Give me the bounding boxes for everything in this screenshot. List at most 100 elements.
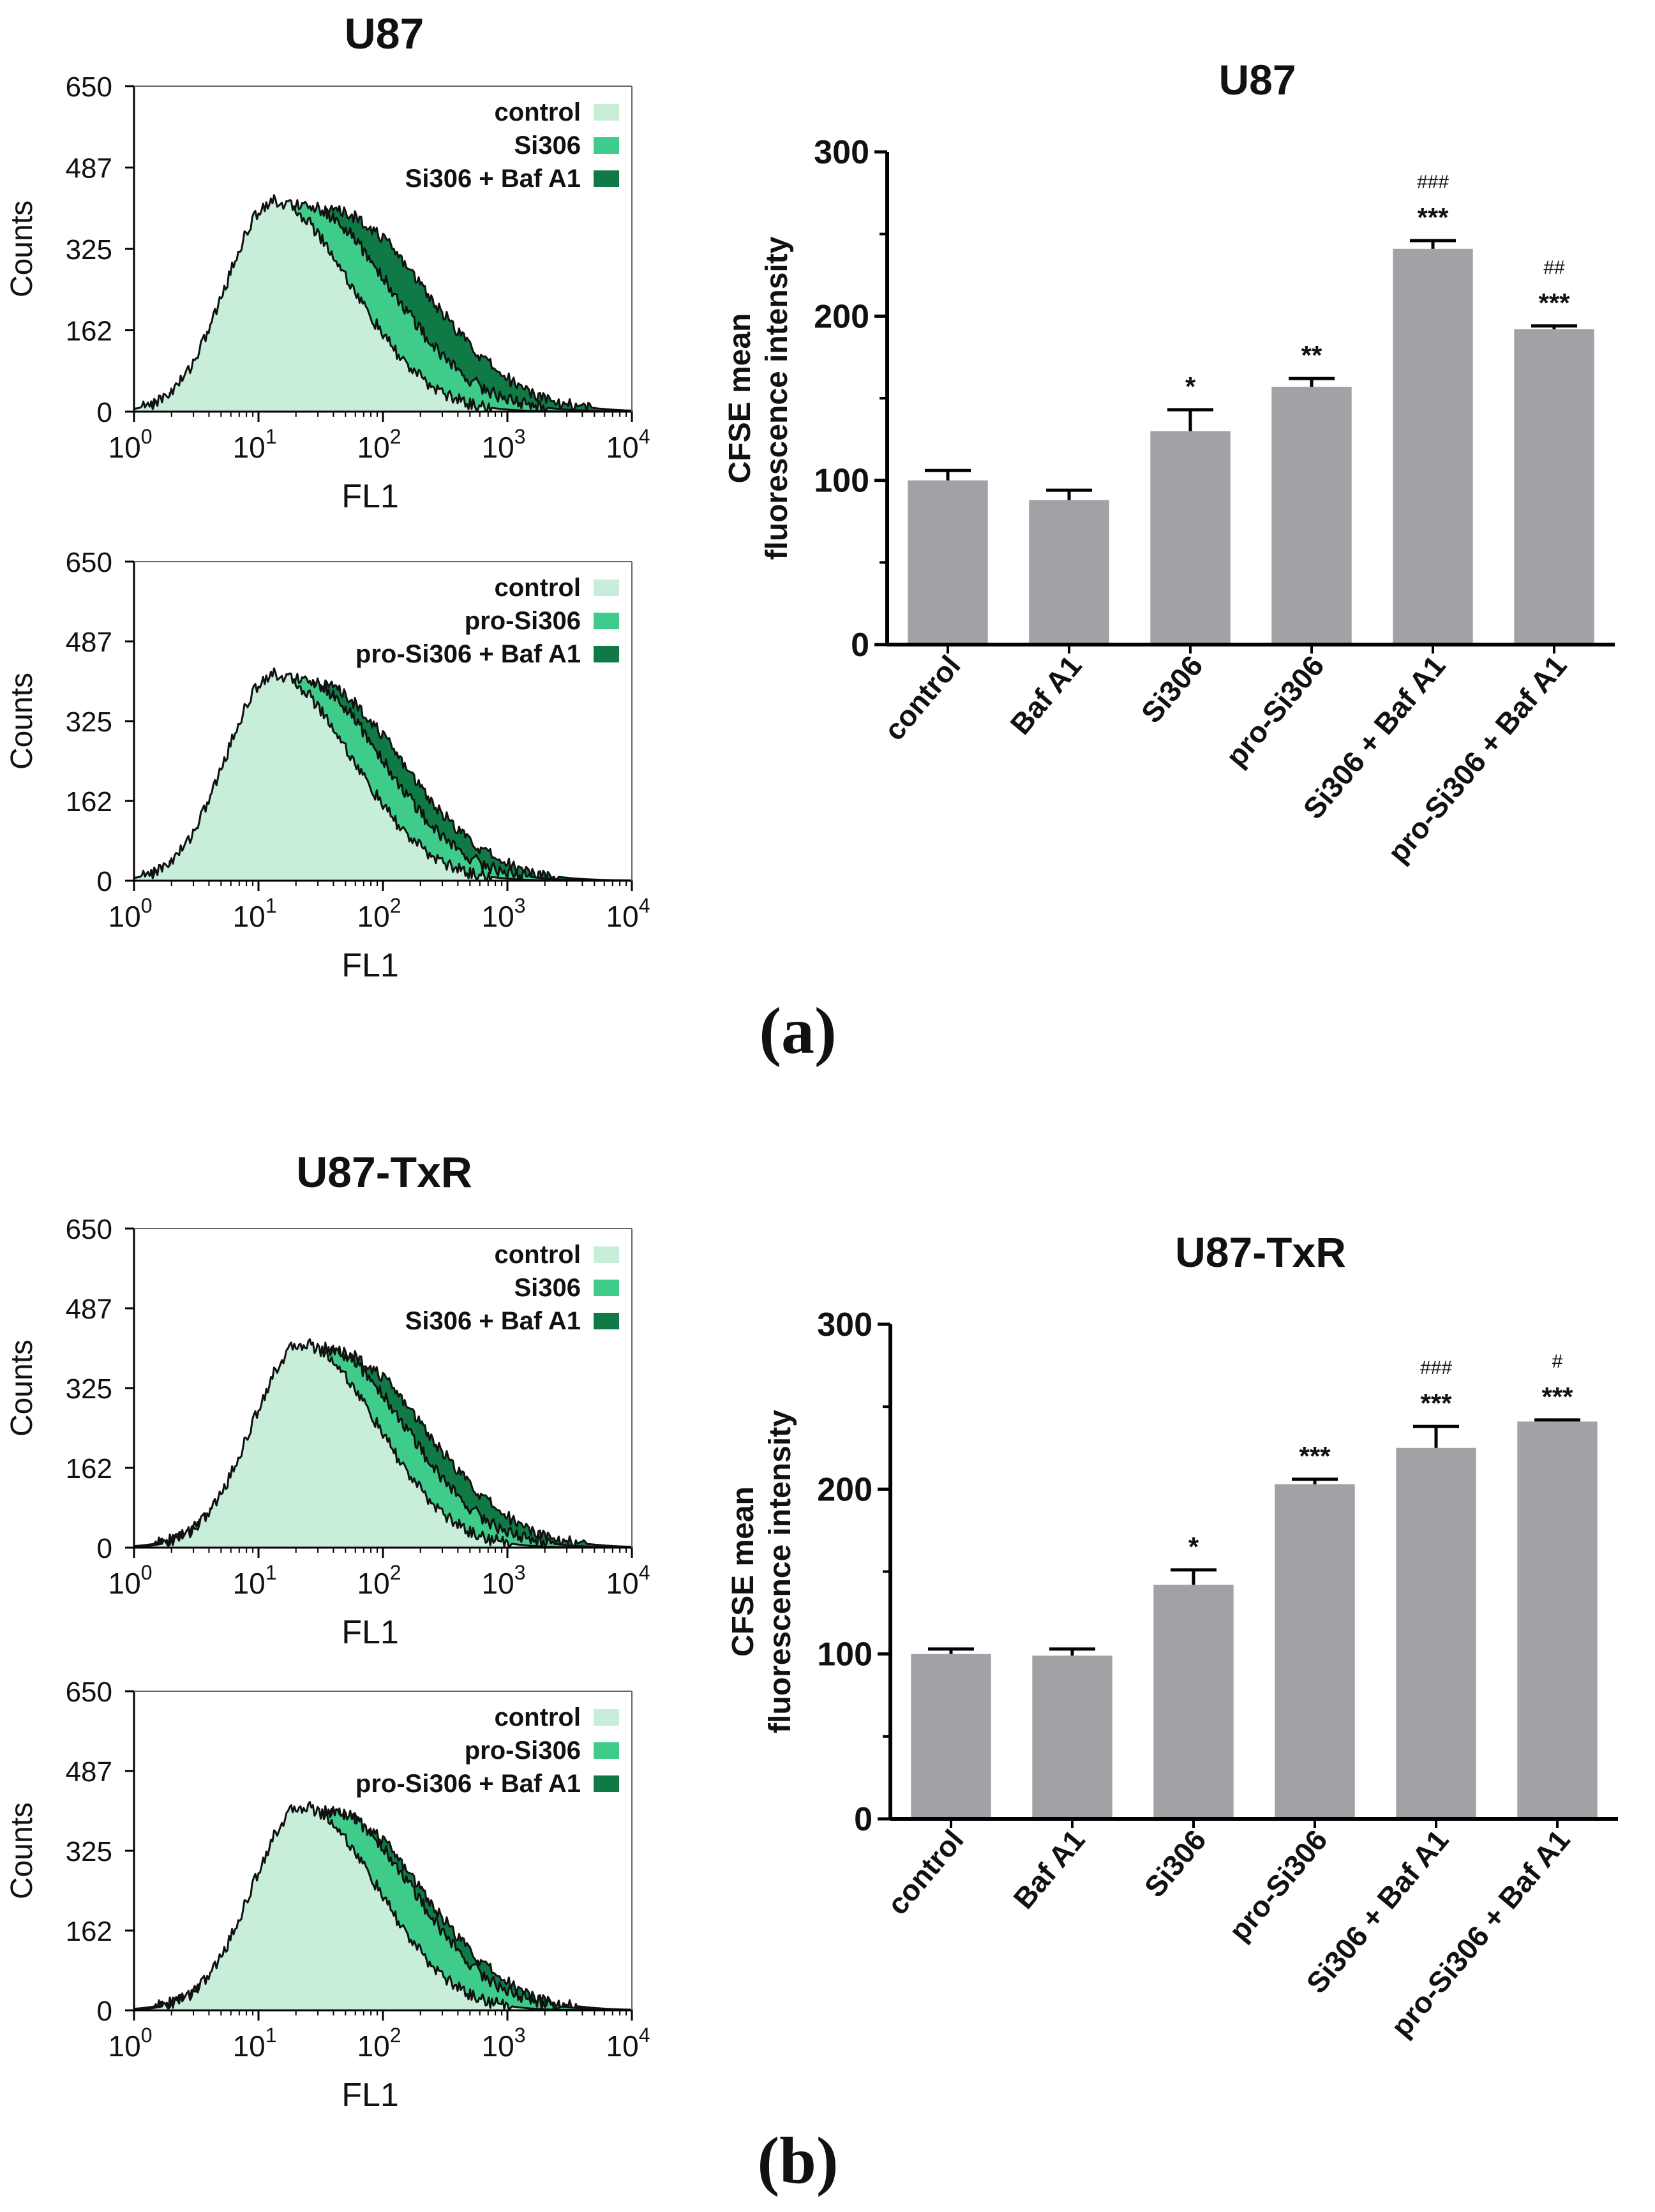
y-tick-label: 0 [97, 397, 112, 428]
x-axis-label: FL1 [341, 1614, 399, 1651]
panel-b: U87-TxR 0 162 325 487 650 100 101 102 103 104 FL1 C… [5, 1148, 1618, 2197]
significance-hash: # [1552, 1351, 1563, 1372]
legend-swatch [594, 104, 619, 121]
y-tick-label: 300 [814, 134, 869, 171]
y-tick-label: 650 [66, 1214, 112, 1245]
legend-swatch [594, 137, 619, 154]
bar [1150, 431, 1231, 645]
panel-label-b: (b) [757, 2124, 838, 2197]
y-tick-label: 325 [66, 1836, 112, 1867]
x-tick-label: 104 [606, 2024, 650, 2063]
y-tick-label: 325 [66, 706, 112, 738]
histogram-title-b: U87-TxR [296, 1148, 472, 1197]
y-axis-label: Counts [5, 1802, 39, 1899]
bar [1029, 500, 1109, 645]
y-tick-label: 100 [814, 463, 869, 500]
y-axis-label: fluorescence intensity [760, 236, 794, 560]
significance-star: * [1185, 371, 1196, 401]
y-tick-label: 650 [66, 1677, 112, 1708]
legend-swatch [594, 1775, 619, 1792]
legend-swatch [594, 579, 619, 596]
significance-star: ** [1301, 340, 1322, 370]
bar [1393, 248, 1473, 645]
y-tick-label: 325 [66, 234, 112, 265]
x-tick-label: 101 [233, 425, 277, 464]
x-tick-label: 103 [482, 425, 526, 464]
significance-star: *** [1541, 1382, 1573, 1412]
significance-hash: ### [1417, 172, 1449, 193]
legend-label: control [494, 98, 581, 126]
y-tick-label: 325 [66, 1373, 112, 1405]
x-tick-label: 101 [233, 894, 277, 933]
significance-star: *** [1538, 288, 1570, 318]
x-tick-label: 102 [357, 1561, 401, 1600]
legend-label: control [494, 1241, 581, 1269]
bar [908, 480, 988, 645]
x-tick-label: 104 [606, 1561, 650, 1600]
y-axis-label: Counts [5, 1340, 39, 1437]
legend-label: pro-Si306 [465, 607, 581, 635]
y-tick-label: 162 [66, 786, 112, 818]
y-tick-label: 100 [817, 1636, 872, 1673]
legend-label: Si306 [514, 1274, 581, 1302]
bar [1153, 1585, 1234, 1819]
bar [1032, 1655, 1112, 1819]
x-tick-label: 103 [482, 894, 526, 933]
legend-swatch [594, 170, 619, 187]
x-axis-label: FL1 [341, 947, 399, 984]
y-tick-label: 162 [66, 1916, 112, 1947]
x-tick-label: 101 [233, 1561, 277, 1600]
significance-star: *** [1417, 202, 1449, 232]
y-tick-label: 487 [66, 627, 112, 658]
x-tick-label: 100 [109, 2024, 153, 2063]
y-tick-label: 0 [851, 627, 869, 664]
y-tick-label: 0 [97, 1996, 112, 2027]
legend-swatch [594, 1709, 619, 1726]
y-tick-label: 300 [817, 1306, 872, 1343]
x-tick-label: 103 [482, 2024, 526, 2063]
significance-hash: ## [1543, 257, 1565, 278]
bar-chart-title: U87-TxR [1175, 1229, 1346, 1276]
bar [911, 1654, 991, 1819]
histogram-a-top: 0 162 325 487 650 100 101 102 103 104 FL1 Counts con… [5, 71, 650, 515]
legend-swatch [594, 1313, 619, 1329]
y-tick-label: 200 [817, 1471, 872, 1508]
bar [1275, 1484, 1355, 1819]
legend-label: control [494, 1703, 581, 1731]
y-tick-label: 0 [854, 1801, 872, 1838]
y-axis-label: CFSE mean [723, 313, 757, 484]
y-tick-label: 650 [66, 71, 112, 103]
x-tick-label: 100 [109, 1561, 153, 1600]
y-tick-label: 162 [66, 316, 112, 347]
y-tick-label: 487 [66, 1294, 112, 1325]
legend-swatch [594, 646, 619, 662]
y-tick-label: 487 [66, 153, 112, 184]
y-tick-label: 650 [66, 547, 112, 578]
legend-swatch [594, 1246, 619, 1263]
legend-swatch [594, 613, 619, 629]
x-tick-label: 100 [109, 425, 153, 464]
y-tick-label: 200 [814, 298, 869, 335]
x-tick-label: 104 [606, 894, 650, 933]
x-tick-label: 102 [357, 425, 401, 464]
significance-star: *** [1299, 1441, 1331, 1471]
legend-label: control [494, 574, 581, 602]
legend-label: Si306 [514, 131, 581, 160]
histogram-b-top: 0 162 325 487 650 100 101 102 103 104 FL1 Counts con… [5, 1214, 650, 1651]
significance-star: *** [1420, 1388, 1452, 1418]
bar [1396, 1447, 1476, 1819]
y-tick-label: 0 [97, 1533, 112, 1564]
x-tick-label: 104 [606, 425, 650, 464]
y-axis-label: fluorescence intensity [763, 1410, 797, 1733]
y-tick-label: 0 [97, 866, 112, 897]
legend-label: Si306 + Baf A1 [405, 1307, 581, 1335]
y-axis-label: CFSE mean [726, 1486, 760, 1657]
histogram-a-bottom: 0 162 325 487 650 100 101 102 103 104 FL1 Counts con… [5, 547, 650, 984]
bar-chart-title: U87 [1218, 56, 1296, 103]
histogram-title-a: U87 [345, 10, 424, 58]
legend-swatch [594, 1280, 619, 1296]
legend-label: pro-Si306 + Baf A1 [356, 1770, 581, 1798]
significance-hash: ### [1420, 1357, 1452, 1379]
bar [1271, 386, 1352, 645]
